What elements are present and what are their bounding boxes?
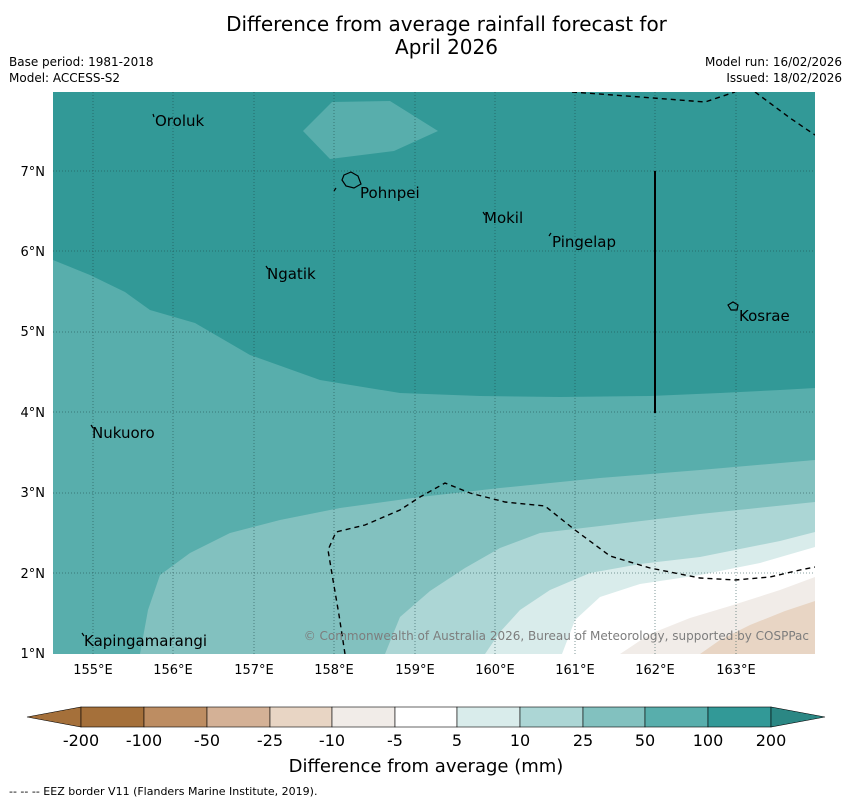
colorbar-label-5: -10 [319, 731, 345, 750]
colorbar-label-12: 200 [756, 731, 787, 750]
eez-border-south [327, 482, 815, 654]
meta-right: Model run: 16/02/2026 Issued: 18/02/2026 [705, 54, 842, 86]
colorbar-label-11: 100 [693, 731, 724, 750]
map-title: Difference from average rainfall forecas… [0, 13, 850, 59]
mokil-mark [482, 211, 486, 216]
lon-tick-156e: 156°E [153, 663, 193, 678]
colorbar-label-7: 5 [452, 731, 462, 750]
colorbar-swatch-5 [331, 706, 396, 728]
lon-tick-155e: 155°E [73, 663, 113, 678]
model-text: Model: ACCESS-S2 [9, 71, 121, 85]
lat-tick-3n: 3°N [21, 486, 46, 501]
pingelap-mark [548, 232, 552, 237]
lon-tick-160e: 160°E [475, 663, 515, 678]
colorbar-swatch-2 [143, 706, 208, 728]
label-oroluk: Oroluk [155, 112, 204, 130]
contour-fill [53, 92, 815, 654]
lon-tick-labels: 155°E 156°E 157°E 158°E 159°E 160°E 161°… [73, 663, 756, 678]
colorbar-swatch-4 [269, 706, 333, 728]
copyright-text: © Commonwealth of Australia 2026, Bureau… [304, 629, 809, 643]
label-pingelap: Pingelap [552, 233, 616, 251]
eez-border-north [571, 92, 736, 103]
lon-tick-163e: 163°E [716, 663, 756, 678]
eez-border-northeast [754, 92, 815, 136]
kapingamarangi-mark [81, 632, 85, 637]
colorbar-label-9: 25 [573, 731, 593, 750]
colorbar-swatch-9 [582, 706, 646, 728]
pohnpei-reef-mark [333, 187, 337, 192]
colorbar-label-1: -200 [63, 731, 99, 750]
lon-tick-162e: 162°E [635, 663, 675, 678]
eez-borders [327, 92, 815, 654]
lat-tick-4n: 4°N [21, 406, 46, 421]
colorbar-swatch-7 [456, 706, 521, 728]
colorbar-label-4: -25 [257, 731, 283, 750]
lat-tick-labels: 1°N 2°N 3°N 4°N 5°N 6°N 7°N [21, 165, 46, 662]
ngatik-mark [265, 265, 269, 270]
colorbar-swatch-11 [707, 706, 772, 728]
lat-tick-1n: 1°N [21, 647, 46, 662]
colorbar-label-6: -5 [387, 731, 403, 750]
colorbar-swatch-8 [519, 706, 584, 728]
title-line-1: Difference from average rainfall forecas… [226, 12, 667, 36]
label-pohnpei: Pohnpei [360, 184, 420, 202]
colorbar-label-10: 50 [635, 731, 655, 750]
eez-legend-footer: -- -- -- EEZ border V11 (Flanders Marine… [9, 785, 318, 798]
colorbar-swatch-6 [394, 706, 458, 728]
lon-tick-159e: 159°E [395, 663, 435, 678]
colorbar-label-2: -100 [126, 731, 162, 750]
nukuoro-mark [90, 424, 94, 429]
lat-tick-5n: 5°N [21, 325, 46, 340]
lon-tick-157e: 157°E [234, 663, 274, 678]
base-period-text: Base period: 1981-2018 [9, 55, 154, 69]
model-run-text: Model run: 16/02/2026 [704, 55, 842, 69]
colorbar-label-3: -50 [194, 731, 220, 750]
colorbar-extend-low [26, 706, 82, 728]
contour-50-100-patch [303, 101, 438, 159]
colorbar-swatch-1 [80, 706, 145, 728]
issued-text: Issued: 18/02/2026 [726, 71, 842, 85]
colorbar-title: Difference from average (mm) [289, 756, 564, 777]
lon-tick-161e: 161°E [555, 663, 595, 678]
place-labels: Oroluk Pohnpei Mokil Pingelap Ngatik Kos… [84, 112, 790, 650]
colorbar-swatch-10 [644, 706, 709, 728]
label-nukuoro: Nukuoro [92, 424, 155, 442]
lat-tick-2n: 2°N [21, 567, 46, 582]
oroluk-mark [152, 113, 155, 118]
label-ngatik: Ngatik [267, 265, 316, 283]
colorbar: -200 -100 -50 -25 -10 -5 5 10 25 50 100 … [26, 706, 826, 777]
kosrae-island [727, 301, 739, 311]
colorbar-swatch-3 [206, 706, 271, 728]
label-kapingamarangi: Kapingamarangi [84, 632, 207, 650]
lat-tick-7n: 7°N [21, 165, 46, 180]
title-line-2: April 2026 [395, 35, 498, 59]
meta-left: Base period: 1981-2018 Model: ACCESS-S2 [9, 54, 154, 86]
colorbar-extend-high [770, 706, 826, 728]
pohnpei-island [341, 171, 362, 189]
label-mokil: Mokil [484, 209, 523, 227]
colorbar-label-8: 10 [510, 731, 530, 750]
label-kosrae: Kosrae [739, 307, 790, 325]
islands [81, 113, 739, 637]
lon-tick-158e: 158°E [314, 663, 354, 678]
contour-minus25 [700, 601, 815, 654]
lat-tick-6n: 6°N [21, 245, 46, 260]
